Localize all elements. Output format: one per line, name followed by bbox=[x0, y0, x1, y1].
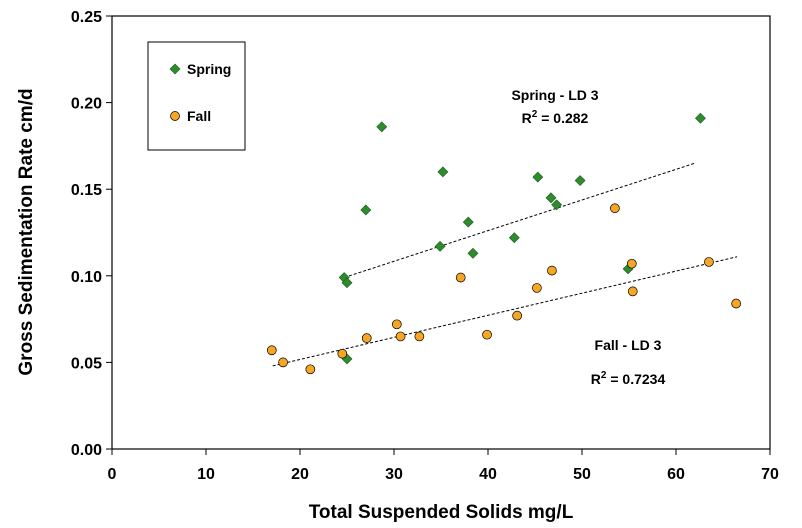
point bbox=[437, 166, 449, 178]
r2-sup: 2 bbox=[601, 370, 607, 381]
x-tick-label: 0 bbox=[108, 466, 117, 483]
annotation: Fall - LD 3 bbox=[595, 337, 662, 353]
point bbox=[626, 258, 637, 269]
x-tick-label: 30 bbox=[385, 466, 403, 483]
point bbox=[455, 272, 466, 283]
point bbox=[695, 112, 706, 124]
point bbox=[467, 247, 479, 259]
point bbox=[341, 277, 353, 289]
r2-sup: 2 bbox=[532, 109, 538, 120]
y-axis-label: Gross Sedimentation Rate cm/d bbox=[16, 88, 37, 375]
point bbox=[547, 265, 557, 276]
annotation: Spring - LD 3 bbox=[511, 87, 598, 103]
y-tick-label: 0.15 bbox=[71, 182, 102, 199]
legend-box bbox=[147, 41, 246, 151]
x-tick-label: 40 bbox=[479, 466, 497, 483]
point bbox=[574, 175, 586, 186]
legend-label: Spring bbox=[187, 61, 231, 77]
r2-base: R bbox=[522, 110, 532, 126]
y-tick-label: 0.10 bbox=[71, 269, 102, 286]
legend-marker bbox=[170, 111, 180, 121]
point bbox=[532, 171, 544, 183]
point bbox=[305, 364, 316, 375]
point bbox=[545, 192, 557, 204]
trendline bbox=[272, 256, 738, 367]
point bbox=[337, 348, 348, 359]
plot-frame bbox=[111, 15, 771, 450]
point bbox=[434, 240, 446, 252]
legend-marker bbox=[169, 63, 181, 75]
point bbox=[360, 204, 372, 216]
x-tick-label: 70 bbox=[761, 466, 779, 483]
point bbox=[627, 286, 638, 297]
point bbox=[462, 216, 474, 228]
r2-rest: = 0.7234 bbox=[606, 371, 665, 387]
point bbox=[414, 331, 425, 342]
point bbox=[391, 319, 402, 330]
point bbox=[508, 232, 520, 244]
point bbox=[704, 257, 714, 267]
point bbox=[610, 203, 620, 214]
x-tick-label: 10 bbox=[197, 466, 215, 483]
point bbox=[376, 121, 388, 133]
point bbox=[482, 329, 492, 340]
legend-label: Fall bbox=[187, 108, 211, 124]
y-tick-label: 0.25 bbox=[71, 9, 102, 26]
point bbox=[278, 357, 288, 368]
point bbox=[512, 310, 522, 321]
r2-label: R2 = 0.7234 bbox=[591, 370, 666, 387]
r2-label: R2 = 0.282 bbox=[522, 109, 589, 126]
x-axis-label: Total Suspended Solids mg/L bbox=[309, 502, 574, 523]
x-tick-label: 60 bbox=[667, 466, 685, 483]
r2-base: R bbox=[591, 371, 601, 387]
point bbox=[551, 199, 563, 211]
point bbox=[532, 283, 542, 293]
y-tick-label: 0.20 bbox=[71, 96, 102, 113]
r2-rest: = 0.282 bbox=[537, 110, 588, 126]
point bbox=[361, 333, 372, 344]
y-tick-label: 0.00 bbox=[71, 442, 102, 459]
x-tick-label: 50 bbox=[573, 466, 591, 483]
point bbox=[266, 345, 277, 356]
y-tick-label: 0.05 bbox=[71, 355, 102, 372]
point bbox=[395, 331, 406, 342]
trendline bbox=[344, 162, 695, 279]
x-tick-label: 20 bbox=[291, 466, 309, 483]
point bbox=[731, 298, 742, 309]
